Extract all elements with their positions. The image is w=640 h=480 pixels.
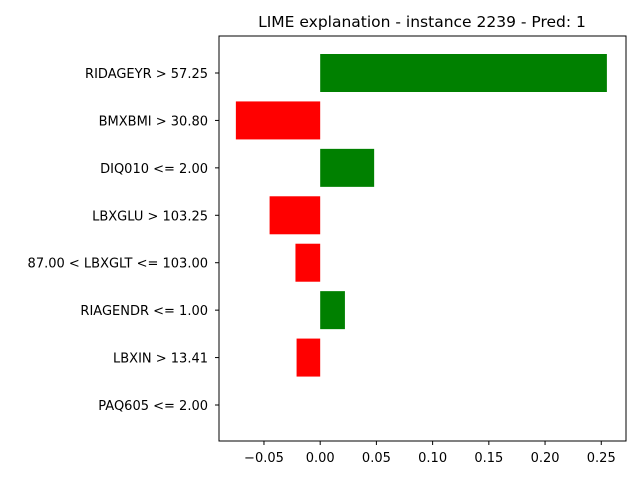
x-tick-label-5: 0.20 xyxy=(531,451,560,466)
y-tick-label-3: LBXGLU > 103.25 xyxy=(92,209,208,224)
x-tick-label-3: 0.10 xyxy=(418,451,447,466)
bar-6 xyxy=(296,338,321,377)
y-tick-label-7: PAQ605 <= 2.00 xyxy=(98,399,208,414)
x-tick-label-6: 0.25 xyxy=(587,451,616,466)
y-tick-label-2: DIQ010 <= 2.00 xyxy=(100,162,208,177)
x-tick-label-2: 0.05 xyxy=(362,451,391,466)
x-axis-ticks: −0.05 0.00 0.05 0.10 0.15 0.20 0.25 xyxy=(244,441,616,466)
chart-title: LIME explanation - instance 2239 - Pred:… xyxy=(258,13,586,31)
y-tick-label-5: RIAGENDR <= 1.00 xyxy=(80,304,208,319)
y-tick-label-0: RIDAGEYR > 57.25 xyxy=(85,67,208,82)
bar-0 xyxy=(320,54,607,92)
bars-group xyxy=(235,54,607,377)
x-tick-label-1: 0.00 xyxy=(306,451,335,466)
bar-3 xyxy=(269,196,321,235)
x-tick-label-0: −0.05 xyxy=(244,451,284,466)
y-axis-ticks: RIDAGEYR > 57.25 BMXBMI > 30.80 DIQ010 <= … xyxy=(28,67,219,414)
y-tick-label-1: BMXBMI > 30.80 xyxy=(99,114,208,129)
bar-2 xyxy=(320,148,375,187)
x-tick-label-4: 0.15 xyxy=(474,451,503,466)
bar-4 xyxy=(295,243,321,282)
bar-5 xyxy=(320,291,345,330)
y-tick-label-4: 87.00 < LBXGLT <= 103.00 xyxy=(28,257,208,272)
y-tick-label-6: LBXIN > 13.41 xyxy=(113,352,208,367)
axes-frame xyxy=(218,35,627,442)
bar-1 xyxy=(235,101,321,140)
